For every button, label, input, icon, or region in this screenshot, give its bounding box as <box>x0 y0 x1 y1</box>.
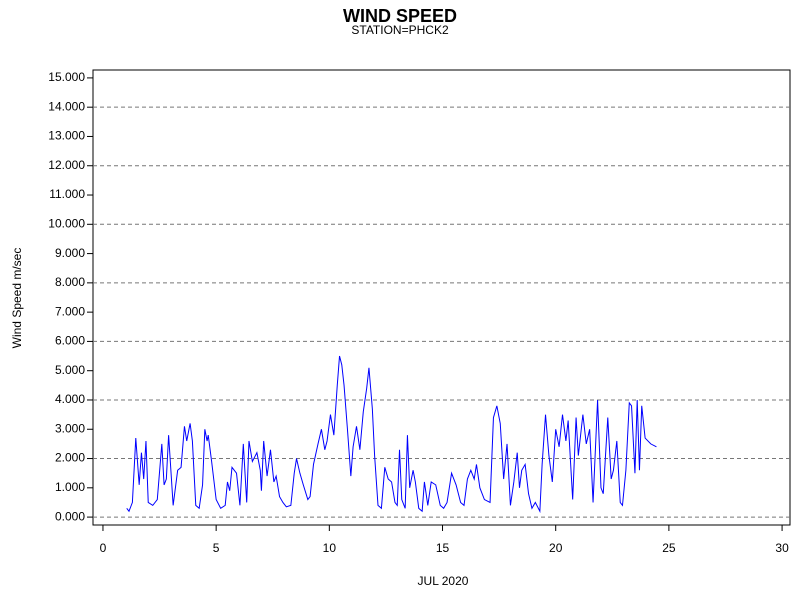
y-tick-label: 9.000 <box>55 246 85 260</box>
y-tick-label: 0.000 <box>55 509 85 523</box>
y-tick-label: 5.000 <box>55 363 85 377</box>
y-tick-label: 2.000 <box>55 451 85 465</box>
y-tick-label: 8.000 <box>55 275 85 289</box>
x-tick-label: 0 <box>100 541 107 555</box>
x-tick-label: 20 <box>549 541 563 555</box>
plot-frame <box>92 69 791 526</box>
y-tick-label: 10.000 <box>48 216 85 230</box>
y-axis-label: Wind Speed m/sec <box>10 248 24 349</box>
x-axis-label: JUL 2020 <box>418 574 469 588</box>
y-tick-label: 15.000 <box>48 70 85 84</box>
y-tick-label: 1.000 <box>55 480 85 494</box>
x-tick-label: 15 <box>436 541 450 555</box>
x-tick-label: 5 <box>213 541 220 555</box>
x-tick-label: 10 <box>323 541 337 555</box>
chart-subtitle: STATION=PHCK2 <box>351 23 449 37</box>
y-tick-label: 11.000 <box>49 187 85 201</box>
y-tick-label: 3.000 <box>55 421 85 435</box>
chart-title: WIND SPEED <box>343 6 457 26</box>
x-tick-label: 25 <box>662 541 676 555</box>
y-tick-label: 12.000 <box>48 158 85 172</box>
y-tick-label: 4.000 <box>55 392 85 406</box>
y-tick-label: 13.000 <box>48 129 85 143</box>
y-tick-label: 14.000 <box>48 99 85 113</box>
x-tick-label: 30 <box>775 541 789 555</box>
y-tick-label: 7.000 <box>55 304 85 318</box>
data-line <box>126 355 657 514</box>
y-tick-label: 6.000 <box>55 334 85 348</box>
